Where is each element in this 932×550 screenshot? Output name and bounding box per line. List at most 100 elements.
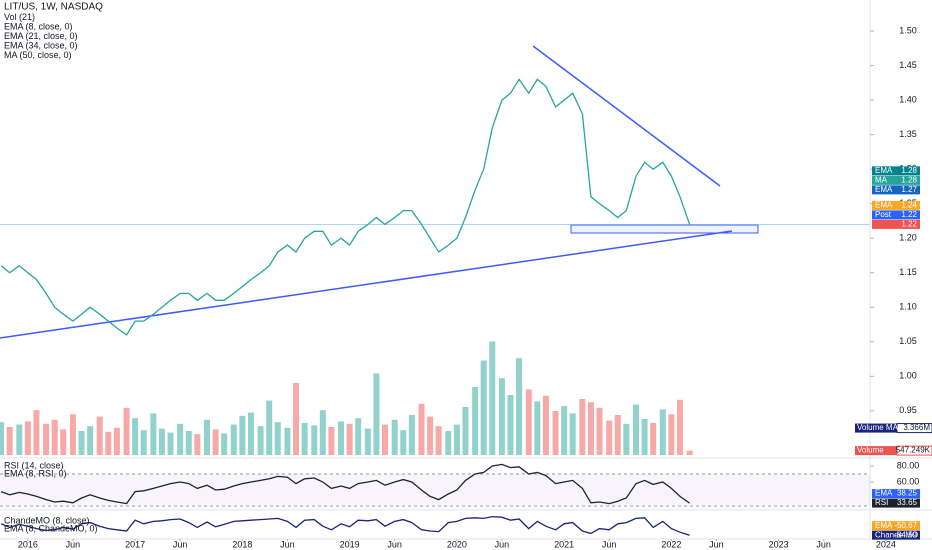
price-tag	[872, 219, 920, 229]
y-tick-label: 1.10	[899, 302, 917, 312]
price-tag	[872, 185, 920, 195]
tag-value: 38.25	[897, 489, 918, 498]
tag-name: MA	[875, 175, 888, 184]
volume-bar	[516, 358, 523, 455]
tag-value: 1.24	[901, 201, 917, 210]
volume-bar	[212, 429, 219, 455]
y-tick-label: 1.50	[899, 25, 917, 35]
volume-bar	[373, 373, 380, 455]
volume-bar	[489, 341, 496, 455]
tag-name-box	[855, 446, 897, 456]
volume-bar	[587, 402, 594, 455]
volume-bar	[140, 430, 147, 455]
volume-bar	[569, 413, 576, 455]
volume-bar	[239, 415, 246, 455]
rsi-band	[0, 474, 870, 506]
range-box	[570, 224, 759, 234]
tag-value: 1.22	[901, 220, 917, 229]
volume-bar	[427, 416, 434, 455]
volume-bar	[158, 428, 165, 455]
tag-value: 33.65	[897, 498, 918, 507]
volume-bar	[552, 411, 559, 455]
tag-name: Volume	[857, 446, 884, 455]
trend-line	[0, 230, 733, 339]
volume-bar	[542, 395, 549, 455]
volume-bar	[382, 424, 389, 455]
volume-bar	[284, 427, 291, 455]
y-tick-label: 1.05	[899, 336, 917, 346]
y-tick-label: 1.15	[899, 267, 917, 277]
volume-bar	[301, 423, 308, 455]
volume-bar	[355, 418, 362, 455]
volume-bar	[194, 434, 201, 455]
volume-bar	[24, 421, 31, 455]
volume-bar	[614, 415, 621, 455]
price-tag	[872, 530, 920, 540]
legend-item: EMA (21, close, 0)	[4, 31, 78, 41]
volume-bar	[346, 423, 353, 455]
tag-value: -50.67	[894, 521, 917, 530]
volume-bar	[78, 431, 85, 455]
price-tag	[872, 210, 920, 220]
x-tick-label: 2019	[340, 539, 360, 549]
volume-bar	[534, 401, 541, 455]
tag-value-box	[896, 423, 932, 434]
volume-bar	[150, 413, 157, 455]
y-tick-label: 1.20	[899, 233, 917, 243]
volume-bar	[650, 423, 657, 455]
volume-bar	[623, 423, 630, 455]
x-tick-label: 2023	[769, 539, 789, 549]
volume-bar	[0, 422, 5, 455]
x-tick-label: Jun	[495, 539, 510, 549]
trend-line	[532, 45, 721, 187]
volume-bar	[123, 407, 130, 455]
volume-bar	[167, 432, 174, 455]
x-tick-label: 2024	[876, 539, 896, 549]
legend-item: ChandeMO (8, close)	[4, 515, 90, 525]
volume-bar	[453, 424, 460, 455]
y-tick-label: 1.35	[899, 129, 917, 139]
volume-bar	[69, 414, 76, 455]
volume-bar	[676, 399, 683, 455]
tag-name: Post	[875, 210, 892, 219]
volume-bar	[435, 426, 442, 455]
y-tick-label: 0.95	[899, 405, 917, 415]
x-tick-label: Jun	[602, 539, 617, 549]
tag-value: 3.366M	[903, 423, 930, 432]
volume-bar	[480, 360, 487, 455]
volume-bar	[105, 431, 112, 455]
volume-bar	[686, 450, 693, 455]
series-line	[0, 78, 691, 336]
legend-item: EMA (8, close, 0)	[4, 21, 73, 31]
volume-bar	[257, 426, 264, 455]
volume-bar	[87, 426, 94, 455]
x-tick-label: Jun	[709, 539, 724, 549]
volume-bar	[274, 422, 281, 455]
legend-item: EMA (8, ChandeMO, 0)	[4, 523, 98, 533]
volume-bar	[391, 419, 398, 455]
volume-bar	[6, 427, 13, 455]
volume-bar	[400, 430, 407, 455]
x-tick-label: Jun	[280, 539, 295, 549]
y-tick-label: 60.00	[897, 476, 920, 486]
tag-name: EMA	[875, 489, 893, 498]
tag-name: EMA	[875, 166, 893, 175]
x-tick-label: 2018	[232, 539, 252, 549]
volume-bar	[319, 410, 326, 455]
tag-name: RSI	[875, 498, 888, 507]
volume-bar	[632, 404, 639, 455]
x-tick-label: Jun	[387, 539, 402, 549]
tag-name: Volume MA	[857, 423, 899, 432]
volume-bar	[668, 414, 675, 455]
x-tick-label: 2016	[18, 539, 38, 549]
x-tick-label: 2020	[447, 539, 467, 549]
volume-bar	[221, 433, 228, 455]
volume-bar	[659, 409, 666, 455]
price-tag	[872, 521, 920, 531]
volume-bar	[641, 419, 648, 455]
tag-name: EMA	[875, 201, 893, 210]
volume-bar	[596, 407, 603, 455]
volume-bar	[132, 418, 139, 455]
volume-bar	[293, 383, 300, 455]
chart-title: LIT/US, 1W, NASDAQ	[4, 2, 103, 13]
